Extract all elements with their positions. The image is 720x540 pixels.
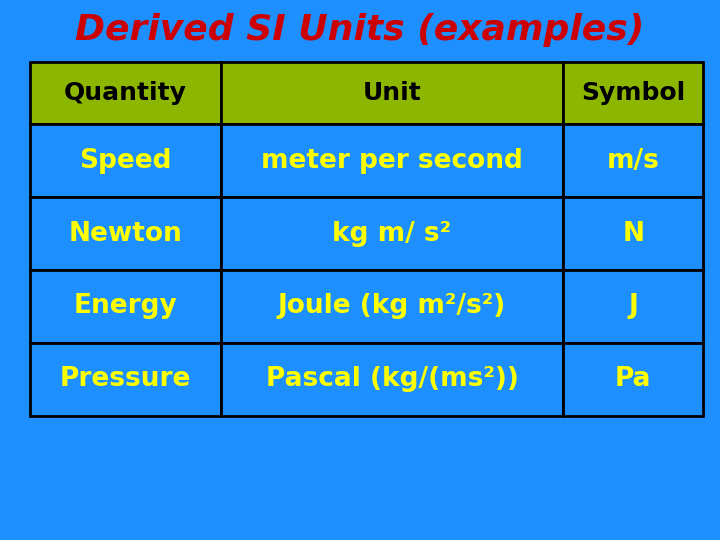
Text: Symbol: Symbol <box>581 81 685 105</box>
Text: kg m/ s²: kg m/ s² <box>333 220 451 247</box>
Bar <box>563 62 703 124</box>
Text: meter per second: meter per second <box>261 147 523 174</box>
Bar <box>30 62 221 124</box>
Bar <box>221 62 563 124</box>
Text: Energy: Energy <box>73 293 178 320</box>
Bar <box>563 270 703 343</box>
Bar <box>30 124 221 197</box>
Bar <box>563 197 703 270</box>
Text: Derived SI Units (examples): Derived SI Units (examples) <box>76 13 644 46</box>
Bar <box>221 270 563 343</box>
Bar <box>30 343 221 416</box>
Bar <box>30 270 221 343</box>
Bar <box>563 124 703 197</box>
Text: Unit: Unit <box>363 81 421 105</box>
Text: m/s: m/s <box>607 147 660 174</box>
Text: Pressure: Pressure <box>60 366 192 393</box>
Bar <box>221 197 563 270</box>
Bar <box>221 124 563 197</box>
Bar <box>563 343 703 416</box>
Text: Joule (kg m²/s²): Joule (kg m²/s²) <box>278 293 506 320</box>
Text: Speed: Speed <box>79 147 172 174</box>
Text: Pa: Pa <box>615 366 652 393</box>
Text: Quantity: Quantity <box>64 81 187 105</box>
Bar <box>30 197 221 270</box>
Bar <box>221 343 563 416</box>
Text: Pascal (kg/(ms²)): Pascal (kg/(ms²)) <box>266 366 518 393</box>
Text: Newton: Newton <box>69 220 182 247</box>
Text: J: J <box>629 293 638 320</box>
Text: N: N <box>622 220 644 247</box>
